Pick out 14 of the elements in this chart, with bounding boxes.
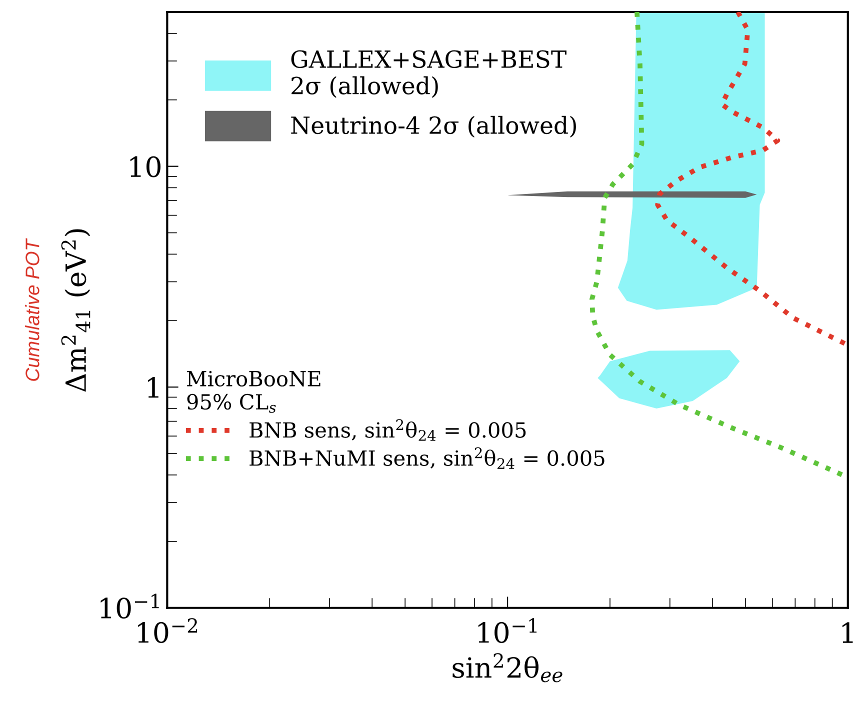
text: Cumulative POT [25, 238, 40, 381]
x-axis-title: sin$^{2}$2θ$_{ee}$ [452, 653, 562, 682]
y-tick-label: 10 [130, 156, 160, 178]
y-tick-label: 1 [148, 377, 158, 398]
legend-label: BNB+NuMI sens, sin$^{2}$θ$_{24}$ = 0.005 [250, 447, 604, 469]
legend-label: BNB sens, sin$^{2}$θ$_{24}$ = 0.005 [250, 419, 526, 441]
legend-title: MicroBooNE 95% CL$_{s}$ [186, 370, 320, 413]
x-tick-label: 1 [842, 622, 853, 643]
legend-label: GALLEX+SAGE+BEST 2σ (allowed) [291, 50, 566, 98]
legend-label: Neutrino-4 2σ (allowed) [291, 116, 576, 138]
y-tick-label: 10$^{−1}$ [100, 594, 159, 619]
x-tick-label: 10$^{−2}$ [138, 618, 198, 644]
y-axis-title: Δm$^{2}$$_{41}$ (eV$^{2}$) [61, 229, 90, 392]
x-tick-label: 10$^{−1}$ [478, 618, 537, 644]
